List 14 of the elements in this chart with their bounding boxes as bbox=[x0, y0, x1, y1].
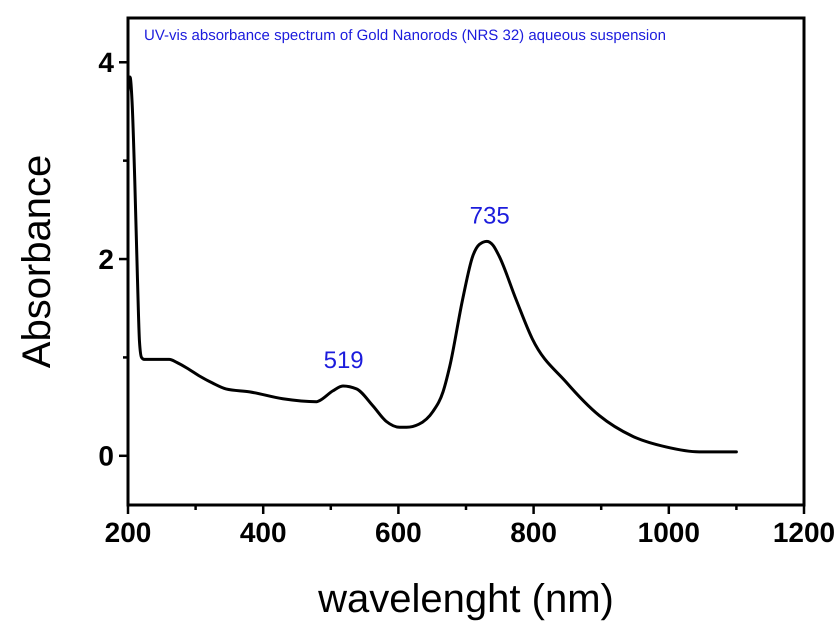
text: UV-vis absorbance spectrum of Gold Nanorods (NRS 32) aqueous suspension bbox=[144, 27, 666, 44]
annotation: 735 bbox=[470, 202, 510, 230]
x-tick-label: 800 bbox=[510, 517, 557, 548]
annotation: 519 bbox=[324, 346, 364, 374]
x-tick-label: 400 bbox=[240, 517, 287, 548]
y-tick-label: 0 bbox=[98, 440, 114, 472]
x-axis-title: wavelenght (nm) bbox=[317, 577, 614, 621]
x-tick-label: 1200 bbox=[772, 517, 836, 548]
x-tick-label: 200 bbox=[104, 517, 152, 548]
y-axis-title: Absorbance bbox=[15, 154, 59, 368]
y-tick-label: 2 bbox=[98, 244, 114, 275]
x-tick-label: 1000 bbox=[638, 517, 700, 548]
y-tick-label: 4 bbox=[98, 47, 114, 78]
x-tick-label: 600 bbox=[375, 517, 422, 548]
